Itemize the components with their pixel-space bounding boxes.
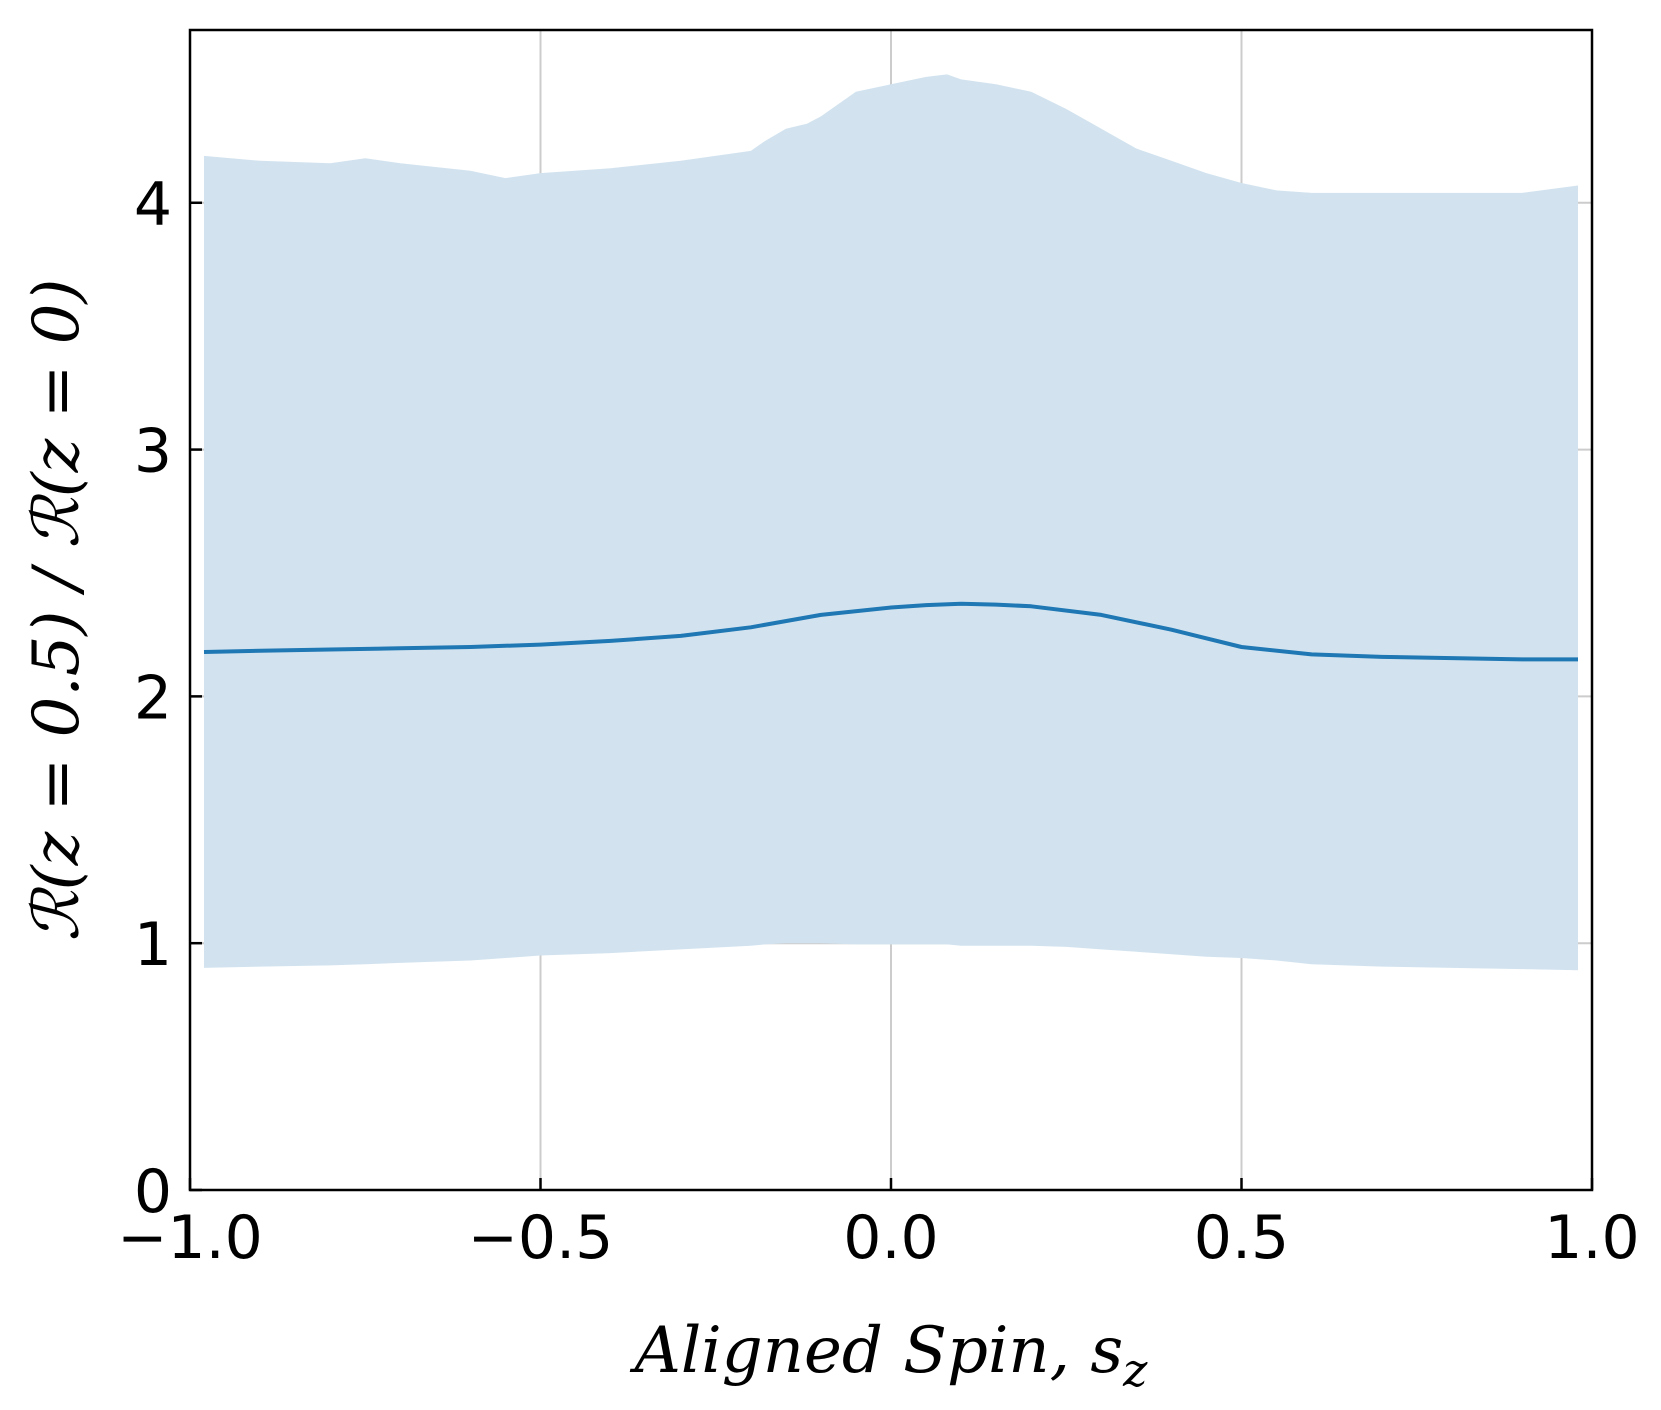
x-tick-label: 1.0 [1544, 1203, 1639, 1273]
x-tick-label: −0.5 [468, 1203, 614, 1273]
y-axis-title: ℛ(z = 0.5) / ℛ(z = 0) [20, 279, 94, 942]
y-tick-label: 2 [134, 663, 172, 733]
y-tick-label: 0 [134, 1157, 172, 1227]
x-axis-title-text: Aligned Spin, s [630, 1314, 1124, 1388]
x-tick-label: −1.0 [117, 1203, 263, 1273]
median-line [203, 601, 1578, 662]
y-tick-labels: 0 1 2 3 4 [134, 170, 172, 1227]
x-tick-label: 0.0 [843, 1203, 938, 1273]
uncertainty-band-layer [204, 74, 1578, 971]
tick-marks-layer [188, 201, 1594, 1192]
uncertainty-band [204, 74, 1578, 971]
x-tick-label: 0.5 [1194, 1203, 1289, 1273]
y-tick-label: 1 [134, 910, 172, 980]
x-axis-title: Aligned Spin, sz [630, 1314, 1149, 1397]
median-line-layer [203, 601, 1578, 662]
y-tick-label: 4 [134, 170, 172, 240]
y-tick-label: 3 [134, 417, 172, 487]
x-tick-labels: −1.0 −0.5 0.0 0.5 1.0 [117, 1203, 1640, 1273]
x-axis-title-subscript: z [1122, 1343, 1148, 1397]
